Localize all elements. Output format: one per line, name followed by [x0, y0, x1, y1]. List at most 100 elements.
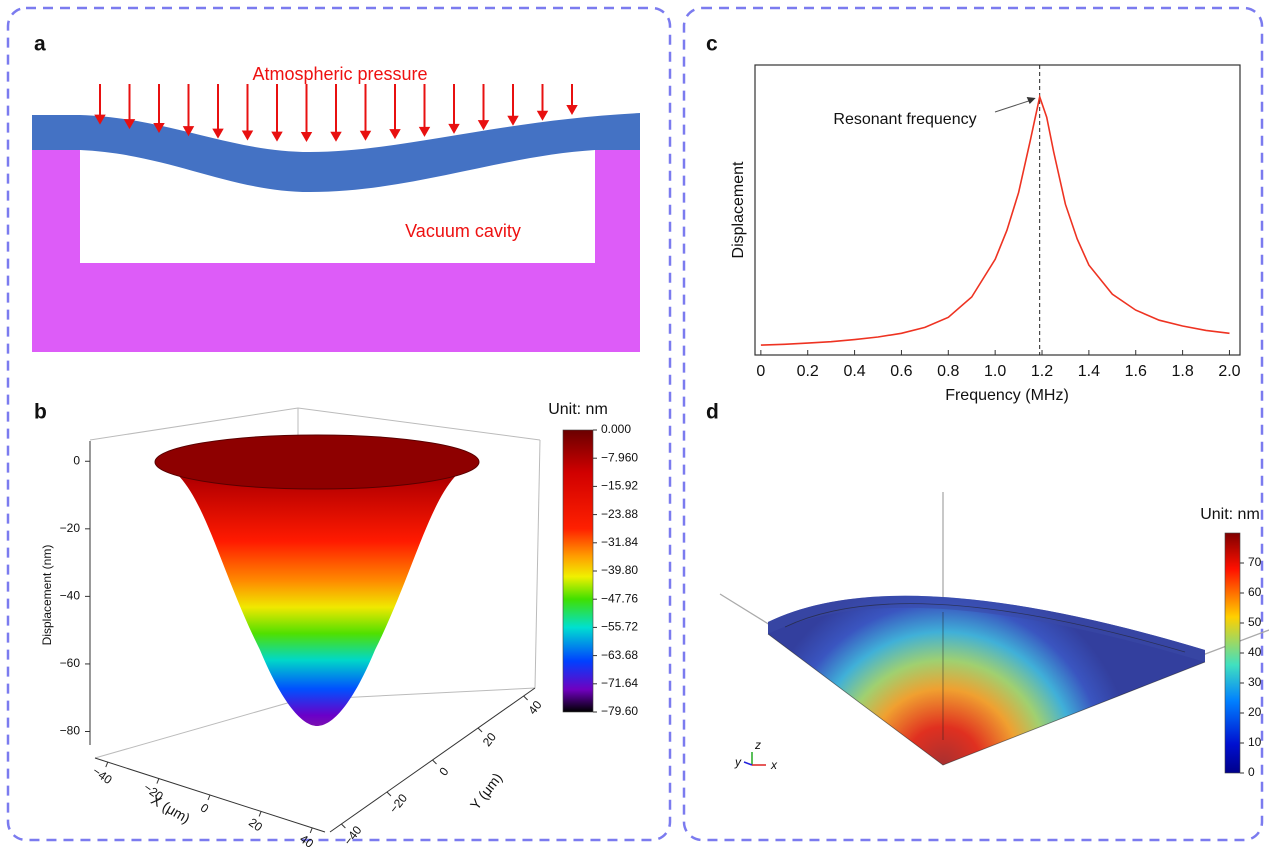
axis-label: x [770, 758, 778, 772]
x-tick-label: 1.6 [1125, 363, 1147, 380]
panel-label: c [706, 33, 718, 56]
x-tick-label: 0.8 [937, 363, 959, 380]
y-tick [386, 791, 392, 797]
y-tick [477, 727, 483, 733]
colorbar-tick-label: 10 [1248, 735, 1262, 749]
y-axis-label: Y (μm) [467, 770, 505, 813]
x-tick-label: 0 [756, 363, 765, 380]
colorbar-tick-label: 50 [1248, 615, 1262, 629]
colorbar-tick-label: 70 [1248, 555, 1262, 569]
colorbar-tick-label: −15.92 [601, 479, 638, 493]
z-tick-label: −80 [60, 724, 81, 738]
x-tick-label: 2.0 [1218, 363, 1240, 380]
x-tick-label: 40 [297, 832, 316, 847]
x-tick [207, 794, 211, 801]
colorbar-title: Unit: nm [1200, 506, 1260, 523]
surface-rim [154, 434, 480, 490]
y-axis-label: Displacement [730, 161, 747, 258]
colorbar-tick-label: 30 [1248, 675, 1262, 689]
x-tick [258, 811, 262, 817]
z-axis-label: Displacement (nm) [40, 545, 54, 646]
z-tick-label: −40 [60, 589, 81, 603]
colorbar-title: Unit: nm [548, 401, 608, 418]
x-tick-label: 20 [246, 815, 265, 834]
colorbar-tick-label: 40 [1248, 645, 1262, 659]
x-tick-label: 1.2 [1031, 363, 1053, 380]
arrow-head [448, 123, 460, 134]
arrow-head [389, 129, 401, 140]
arrow-head [182, 126, 195, 137]
x-tick [156, 778, 160, 784]
y-tick-label: 40 [525, 698, 544, 717]
arrow-head [566, 104, 578, 115]
sector [768, 595, 1205, 765]
arrow-head [212, 128, 224, 139]
x-tick [309, 827, 313, 834]
arrow-head [94, 114, 106, 125]
y-tick-label: 0 [436, 764, 451, 778]
colorbar-tick-label: 20 [1248, 705, 1262, 719]
arrow-head [153, 123, 165, 134]
colorbar-tick-label: −79.60 [601, 704, 638, 718]
panel-label: a [34, 33, 46, 56]
x-tick-label: 1.0 [984, 363, 1006, 380]
pressure-arrows [94, 84, 578, 143]
pressure-label: Atmospheric pressure [252, 64, 427, 84]
panel-label: d [706, 401, 719, 424]
colorbar-tick-label: 60 [1248, 585, 1262, 599]
arrow-head [536, 110, 549, 121]
cavity-label: Vacuum cavity [405, 221, 521, 241]
colorbar-tick-label: −71.64 [601, 676, 638, 690]
y-tick [432, 759, 437, 765]
arrow-head [123, 119, 136, 130]
x-tick [105, 761, 109, 768]
x-tick-label: 0.2 [797, 363, 819, 380]
plot-frame [754, 64, 1241, 356]
triad: z y x [734, 738, 778, 772]
colorbar [562, 429, 594, 713]
axis-label: y [734, 755, 742, 769]
x-tick-label: 1.4 [1078, 363, 1100, 380]
line [760, 93, 1230, 346]
sector-edges [767, 603, 1206, 766]
colorbar-tick-label: −39.80 [601, 563, 638, 577]
y-tick [341, 823, 346, 829]
z-tick-label: −20 [60, 521, 81, 535]
x-axis-label: Frequency (MHz) [945, 387, 1069, 404]
z-tick-label: −60 [60, 656, 81, 670]
colorbar-tick-label: −47.76 [601, 591, 638, 605]
colorbar-tick-label: 0.000 [601, 422, 631, 436]
x-tick-label: 1.8 [1171, 363, 1193, 380]
arrow-head [507, 115, 519, 126]
x-tick-label: 0.4 [843, 363, 865, 380]
arrow-head [300, 131, 313, 143]
colorbar-tick-label: 0 [1248, 765, 1255, 779]
colorbar-tick-label: −63.68 [601, 648, 638, 662]
arrow-head [271, 131, 283, 142]
schematic: Atmospheric pressure Vacuum cavity [32, 64, 640, 352]
arrow-head [330, 131, 342, 142]
x-tick-label: 0.6 [890, 363, 912, 380]
x-tick-label: 0 [198, 801, 212, 816]
axis-label: z [754, 738, 761, 752]
membrane [32, 113, 640, 192]
annotation-arrowhead [1026, 97, 1036, 104]
arrow-head [418, 126, 431, 137]
panel-label: b [34, 401, 47, 424]
surface [155, 462, 479, 726]
annotation-arrow [994, 99, 1032, 113]
arrow-head [241, 130, 254, 141]
arrow-head [359, 130, 372, 141]
colorbar [1224, 532, 1241, 774]
y-tick-label: 20 [480, 730, 499, 749]
colorbar-tick-label: −7.960 [601, 450, 638, 464]
arrow-head [477, 120, 490, 131]
panel-frame [6, 6, 672, 842]
colorbar-tick-label: −31.84 [601, 535, 638, 549]
y-tick [523, 695, 528, 701]
colorbar-tick-label: −55.72 [601, 620, 638, 634]
z-tick-label: 0 [73, 453, 80, 467]
colorbar-tick-label: −23.88 [601, 507, 638, 521]
